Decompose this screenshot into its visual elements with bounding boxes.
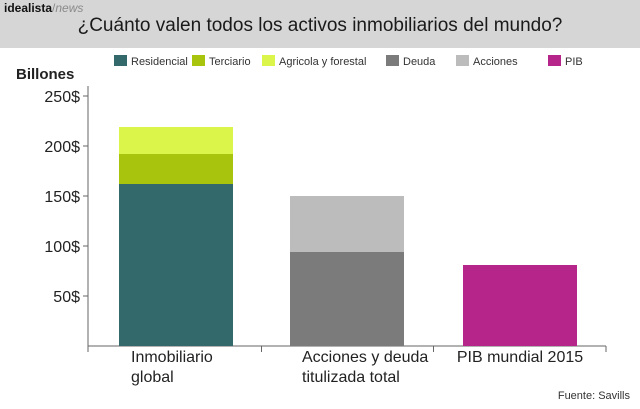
bar-inmobiliario-global-residencial (119, 184, 233, 346)
x-tick-label-inmobiliario-global-1: global (131, 369, 174, 386)
x-tick-label-acciones-y-deuda-titulizada-total-0: Acciones y deuda (302, 349, 428, 366)
y-tick-label-150: 150$ (44, 189, 80, 206)
chart-title: ¿Cuánto valen todos los activos inmobili… (77, 15, 563, 36)
y-tick-label-200: 200$ (44, 139, 80, 156)
x-tick-label-inmobiliario-global-0: Inmobiliario (131, 349, 213, 366)
legend-swatch-deuda (386, 55, 399, 66)
legend-label-deuda: Deuda (403, 56, 436, 68)
brand-name: idealista (4, 1, 53, 15)
legend-swatch-agricola-y-forestal (262, 55, 275, 66)
x-tick-label-pib-mundial-2015-0: PIB mundial 2015 (457, 349, 583, 366)
bar-pib-mundial-2015-pib (463, 265, 577, 346)
source-note: Fuente: Savills (557, 390, 630, 402)
brand-logo: idealista/news (4, 1, 83, 15)
y-tick-label-50: 50$ (53, 289, 80, 306)
bar-acciones-y-deuda-titulizada-total-deuda (290, 252, 404, 346)
legend-label-acciones: Acciones (473, 56, 518, 68)
legend-swatch-acciones (456, 55, 469, 66)
legend-swatch-residencial (114, 55, 127, 66)
x-tick-label-acciones-y-deuda-titulizada-total-1: titulizada total (302, 369, 400, 386)
legend-label-terciario: Terciario (209, 56, 251, 68)
bar-inmobiliario-global-agricola-y-forestal (119, 127, 233, 154)
legend-label-agricola-y-forestal: Agricola y forestal (279, 56, 366, 68)
y-tick-label-250: 250$ (44, 89, 80, 106)
legend-swatch-pib (548, 55, 561, 66)
legend-label-residencial: Residencial (131, 56, 188, 68)
legend-swatch-terciario (192, 55, 205, 66)
y-tick-label-100: 100$ (44, 239, 80, 256)
y-axis-label: Billones (16, 66, 75, 83)
bar-acciones-y-deuda-titulizada-total-acciones (290, 196, 404, 252)
brand-separator: / (52, 1, 56, 15)
bar-inmobiliario-global-terciario (119, 154, 233, 184)
brand-section: news (55, 1, 84, 15)
header-bar (0, 0, 640, 48)
legend-label-pib: PIB (565, 56, 583, 68)
